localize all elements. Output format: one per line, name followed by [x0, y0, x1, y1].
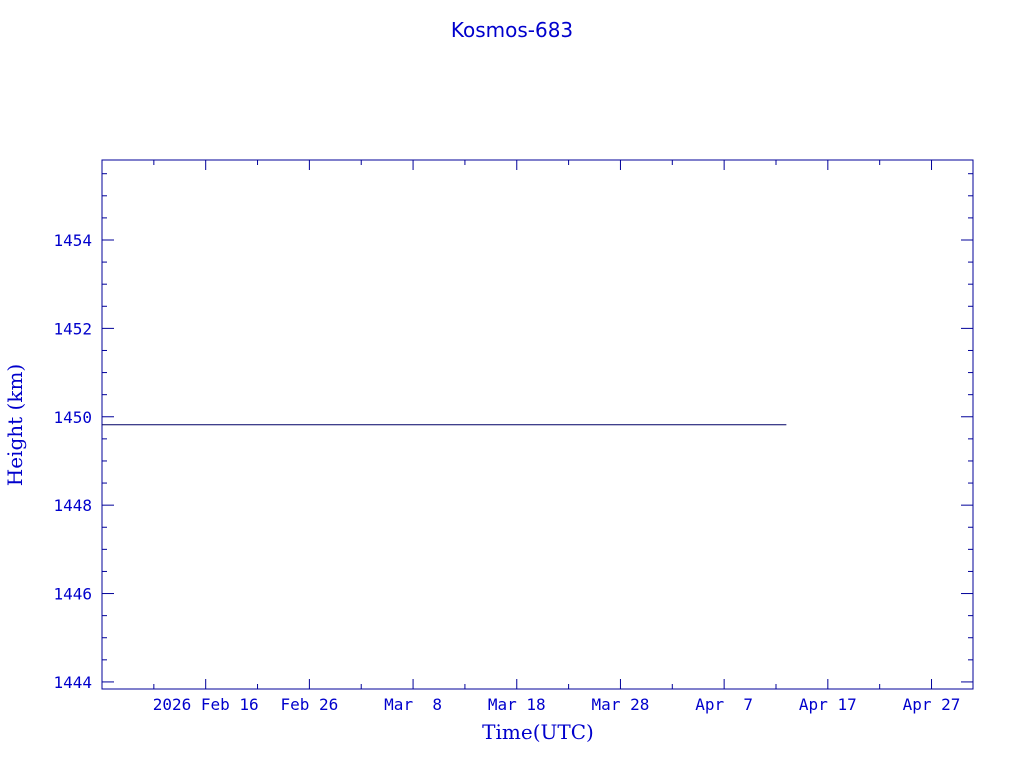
y-tick-label: 1454 — [53, 231, 92, 250]
chart-title: Kosmos-683 — [451, 18, 573, 42]
x-tick-label: Feb 26 — [280, 695, 338, 714]
y-axis-label: Height (km) — [3, 364, 27, 486]
x-tick-label: Mar 8 — [384, 695, 442, 714]
x-tick-label: Apr 17 — [799, 695, 857, 714]
tick-labels: 2026 Feb 16 Feb 26 Mar 8 Mar 18 Mar 28 Apr 7 A… — [53, 231, 960, 714]
y-tick-label: 1452 — [53, 319, 92, 338]
y-tick-label: 1444 — [53, 673, 92, 692]
x-tick-label: 2026 Feb 16 — [153, 695, 259, 714]
y-tick-label: 1450 — [53, 408, 92, 427]
x-axis-label: Time(UTC) — [482, 720, 594, 744]
x-tick-label: Apr 27 — [903, 695, 961, 714]
y-tick-label: 1448 — [53, 496, 92, 515]
x-tick-label: Mar 28 — [592, 695, 650, 714]
x-tick-label: Apr 7 — [695, 695, 753, 714]
x-tick-label: Mar 18 — [488, 695, 546, 714]
y-tick-label: 1446 — [53, 585, 92, 604]
